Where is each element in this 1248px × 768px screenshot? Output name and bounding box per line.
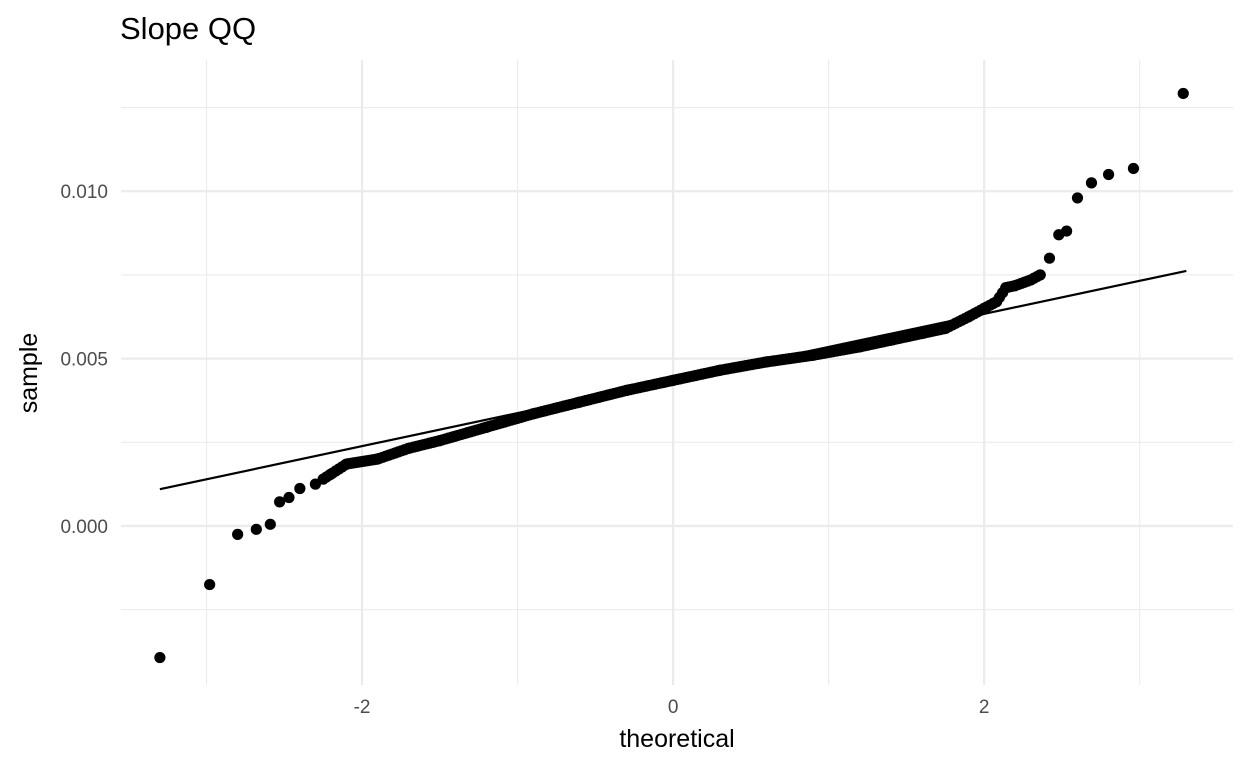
points-layer bbox=[154, 87, 1189, 664]
y-tick-label: 0.000 bbox=[60, 517, 108, 538]
data-point bbox=[294, 482, 306, 495]
y-axis-tick-labels: 0.000 0.005 0.010 bbox=[60, 182, 108, 538]
grid bbox=[121, 60, 1233, 685]
data-point bbox=[250, 523, 262, 535]
data-point bbox=[1177, 87, 1189, 100]
data-point bbox=[204, 578, 216, 591]
plot-panel bbox=[121, 60, 1233, 685]
data-point bbox=[1060, 225, 1073, 237]
x-tick-label: 2 bbox=[979, 697, 990, 718]
y-tick-label: 0.005 bbox=[60, 350, 108, 371]
data-point bbox=[232, 528, 244, 540]
chart-title: Slope QQ bbox=[120, 11, 256, 46]
data-point bbox=[283, 491, 295, 504]
data-point bbox=[1043, 252, 1056, 264]
data-point bbox=[274, 496, 286, 508]
x-axis-tick-labels: -2 0 2 bbox=[354, 697, 990, 718]
x-tick-label: 0 bbox=[668, 697, 679, 718]
data-point bbox=[264, 518, 276, 530]
y-tick-label: 0.010 bbox=[60, 182, 108, 203]
y-axis-title: sample bbox=[15, 333, 43, 414]
data-point bbox=[154, 651, 166, 664]
data-point bbox=[1085, 177, 1098, 189]
x-axis-title: theoretical bbox=[619, 725, 734, 753]
data-point bbox=[1034, 269, 1046, 281]
data-point bbox=[1127, 162, 1140, 175]
data-point bbox=[1071, 192, 1084, 204]
data-point bbox=[1102, 168, 1115, 181]
x-tick-label: -2 bbox=[354, 697, 371, 718]
